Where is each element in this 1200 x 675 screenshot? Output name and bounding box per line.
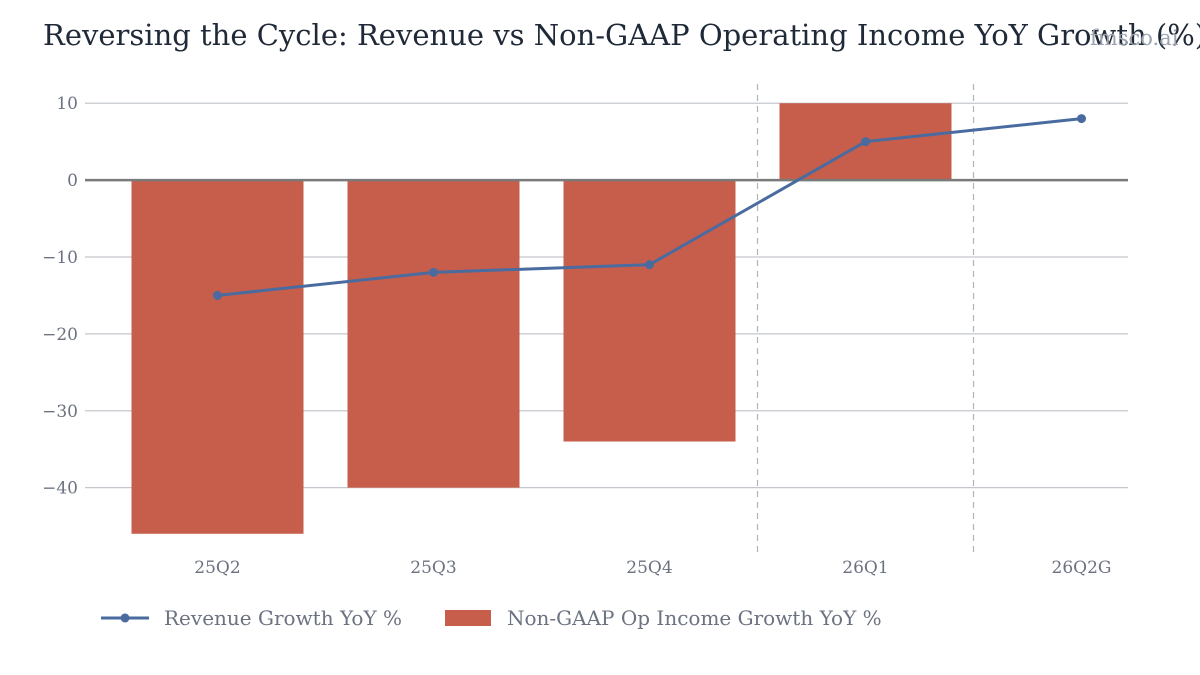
legend-label-op-income: Non-GAAP Op Income Growth YoY % bbox=[507, 606, 882, 630]
chart-title: Reversing the Cycle: Revenue vs Non-GAAP… bbox=[43, 18, 1200, 52]
legend-label-revenue: Revenue Growth YoY % bbox=[164, 606, 402, 630]
x-tick-label: 25Q2 bbox=[194, 558, 240, 578]
x-tick-label: 25Q4 bbox=[626, 558, 672, 578]
line-point-25Q3 bbox=[429, 267, 438, 277]
x-tick-label: 26Q2G bbox=[1052, 558, 1112, 578]
line-point-26Q1 bbox=[861, 137, 870, 147]
line-point-25Q2 bbox=[213, 290, 222, 300]
legend-line-marker bbox=[120, 613, 130, 623]
y-tick-label: 10 bbox=[56, 94, 78, 114]
y-tick-label: −10 bbox=[42, 248, 78, 268]
bar-layer bbox=[131, 103, 952, 534]
y-tick-label: −20 bbox=[42, 325, 78, 345]
watermark: fmsco.ai bbox=[1090, 26, 1179, 50]
y-tick-label: 0 bbox=[67, 171, 78, 191]
bar-25Q4 bbox=[563, 180, 736, 442]
line-point-25Q4 bbox=[645, 260, 654, 270]
bar-25Q2 bbox=[131, 180, 304, 534]
x-tick-label: 26Q1 bbox=[842, 558, 888, 578]
line-point-26Q2G bbox=[1077, 114, 1086, 124]
x-tick-label: 25Q3 bbox=[410, 558, 456, 578]
line-layer bbox=[213, 114, 1086, 300]
bar-25Q3 bbox=[347, 180, 520, 488]
legend-bar-swatch bbox=[445, 610, 491, 626]
axis-label-layer: 10 0 −10 −20 −30 −40 25Q2 25Q3 25Q4 26Q1 26Q2G bbox=[42, 94, 1111, 578]
y-tick-label: −30 bbox=[42, 402, 78, 422]
legend: Revenue Growth YoY % Non-GAAP Op Income G… bbox=[101, 606, 882, 630]
y-tick-label: −40 bbox=[42, 479, 78, 499]
